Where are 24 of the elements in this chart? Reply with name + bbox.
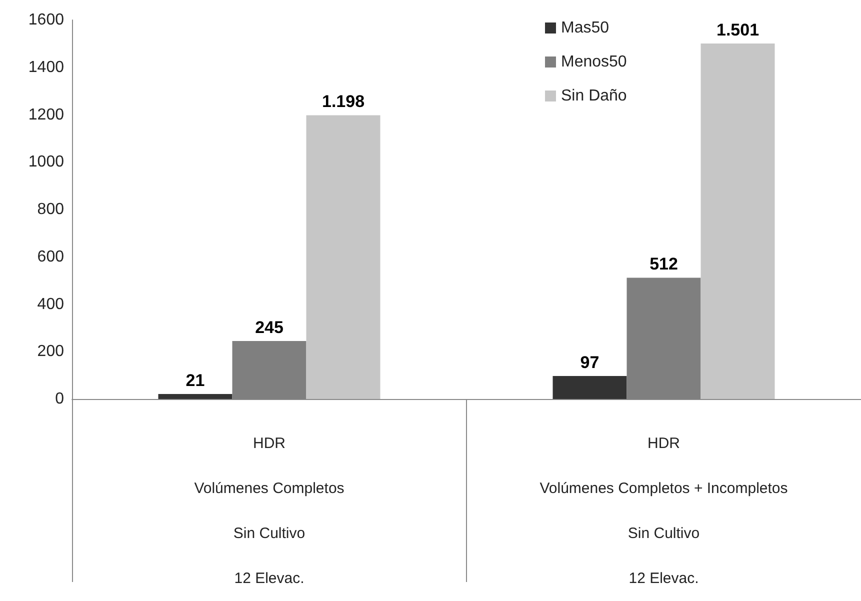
y-tick-label: 0 [55,390,64,408]
bar [552,376,627,399]
legend-label: Mas50 [561,20,610,36]
y-tick-label: 200 [37,343,64,360]
bar [700,43,775,399]
data-label: 512 [650,254,678,274]
y-tick-label: 400 [37,296,64,313]
legend-label: Menos50 [561,54,627,70]
bar [158,394,232,399]
category-label: HDR Volúmenes Completos + Incompletos Sin Cultivo 12 Elevac. [540,435,788,587]
data-label: 21 [186,371,205,390]
y-tick-label: 1600 [28,12,64,28]
y-tick-label: 1400 [28,58,64,76]
legend-label: Sin Daño [561,88,627,104]
category-label: HDR Volúmenes Completos Sin Cultivo 12 Elevac. [194,435,344,587]
data-label: 245 [255,318,284,337]
y-tick-label: 1000 [28,154,64,171]
y-tick-label: 800 [37,201,64,218]
data-label: 1.501 [716,20,760,40]
data-label: 97 [580,353,600,372]
y-tick-label: 1200 [28,106,64,124]
y-tick-label: 600 [37,248,64,266]
data-label: 1.198 [322,92,365,112]
bar [306,115,380,399]
